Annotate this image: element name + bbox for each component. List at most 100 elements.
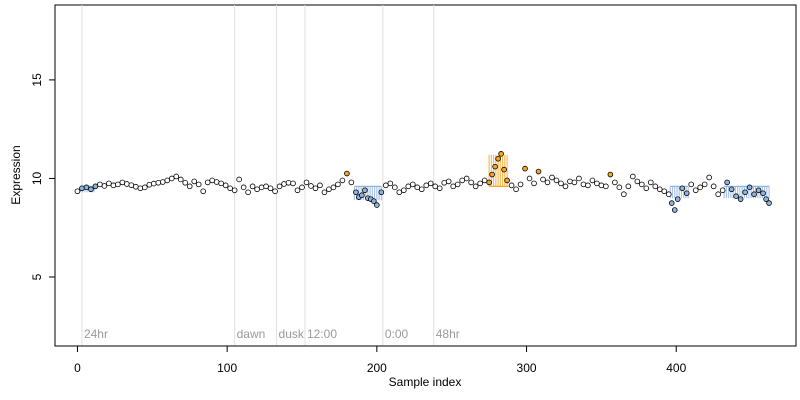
data-point <box>436 185 443 192</box>
data-point <box>290 180 296 187</box>
data-point <box>535 168 542 175</box>
data-point <box>737 196 744 202</box>
data-point <box>263 183 269 190</box>
data-point <box>697 184 703 191</box>
data-point <box>513 186 519 193</box>
data-point <box>387 180 394 187</box>
data-point <box>576 175 582 182</box>
data-point <box>755 187 762 194</box>
data-point <box>97 181 103 188</box>
data-point <box>164 177 171 184</box>
data-point <box>668 200 675 206</box>
data-point <box>450 183 456 190</box>
data-point <box>101 183 108 189</box>
data-point <box>137 185 144 192</box>
data-point <box>432 183 439 190</box>
data-point <box>128 182 135 188</box>
y-axis: 5 10 15 <box>30 73 56 280</box>
phase-labels: 24hr dawn dusk 12:00 0:00 48hr <box>84 327 460 341</box>
data-point <box>339 177 346 184</box>
data-point <box>267 185 274 192</box>
data-point <box>481 177 488 184</box>
data-point <box>240 184 247 191</box>
data-point <box>92 183 99 190</box>
data-point <box>571 179 578 186</box>
data-point <box>159 179 166 185</box>
data-point <box>639 181 645 188</box>
data-point <box>427 180 434 187</box>
data-point <box>362 187 368 194</box>
data-point <box>719 187 726 194</box>
data-point <box>715 191 721 198</box>
data-point <box>625 183 632 190</box>
data-point <box>612 179 618 186</box>
data-point <box>110 182 117 189</box>
data-point <box>218 180 224 187</box>
data-point <box>441 179 448 186</box>
data-point <box>549 174 555 181</box>
data-point <box>405 183 412 190</box>
data-point <box>728 186 735 193</box>
data-point <box>486 179 492 186</box>
data-point <box>746 184 753 191</box>
data-point <box>227 185 233 192</box>
data-point <box>630 173 636 180</box>
data-point <box>186 183 193 190</box>
data-point <box>661 188 668 195</box>
data-point <box>378 189 385 196</box>
data-point <box>766 200 772 206</box>
data-point <box>308 183 314 189</box>
data-point <box>504 177 510 184</box>
data-point <box>598 182 605 189</box>
data-point <box>222 182 229 189</box>
data-point <box>294 187 301 194</box>
data-point <box>540 176 546 183</box>
data-point <box>353 189 359 196</box>
data-point <box>544 179 551 186</box>
data-point <box>258 184 265 191</box>
phase-label: dusk <box>279 327 305 341</box>
phase-label: 48hr <box>436 327 460 341</box>
data-point <box>562 183 569 190</box>
data-point <box>168 175 175 182</box>
data-point <box>742 189 748 196</box>
data-point <box>763 196 769 202</box>
y-axis-title: Expression <box>9 145 23 204</box>
phase-lines <box>81 5 435 346</box>
data-point <box>177 176 184 183</box>
x-axis-title: Sample index <box>389 375 462 389</box>
data-point <box>88 186 94 193</box>
data-point <box>344 170 350 177</box>
data-point <box>400 187 407 194</box>
data-point <box>477 180 483 187</box>
data-point <box>656 186 663 193</box>
phase-label: dawn <box>237 327 266 341</box>
data-point <box>142 184 148 191</box>
data-point <box>276 183 283 190</box>
data-point <box>191 178 198 185</box>
data-point <box>213 179 220 185</box>
data-point <box>671 207 678 213</box>
data-point <box>231 187 238 194</box>
data-point <box>553 177 560 184</box>
data-point <box>454 181 461 188</box>
x-tick-label: 400 <box>666 361 686 375</box>
data-point <box>146 181 153 188</box>
data-point <box>674 196 681 202</box>
phase-label: 0:00 <box>385 327 409 341</box>
data-point <box>603 183 609 190</box>
data-point <box>594 180 600 187</box>
data-point <box>526 175 533 182</box>
data-point <box>701 181 708 188</box>
data-point <box>303 179 310 186</box>
data-point <box>647 179 654 186</box>
data-point <box>567 178 573 185</box>
data-point <box>517 181 524 188</box>
data-point <box>83 184 90 191</box>
data-point <box>621 191 627 198</box>
data-point <box>348 179 355 186</box>
data-point <box>508 182 515 189</box>
data-point <box>106 180 112 187</box>
data-point <box>155 179 162 186</box>
data-point <box>359 192 365 199</box>
